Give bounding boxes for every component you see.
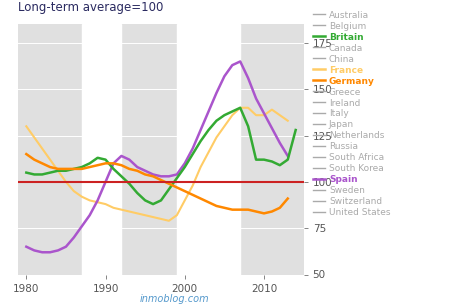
Bar bbox=[82, 24, 121, 274]
Text: inmoblog.com: inmoblog.com bbox=[140, 294, 209, 304]
Legend: Australia, Belgium, Britain, Canada, China, France, Germany, Greece, Ireland, It: Australia, Belgium, Britain, Canada, Chi… bbox=[312, 11, 390, 217]
Bar bbox=[176, 24, 240, 274]
Text: Long-term average=100: Long-term average=100 bbox=[18, 2, 163, 14]
